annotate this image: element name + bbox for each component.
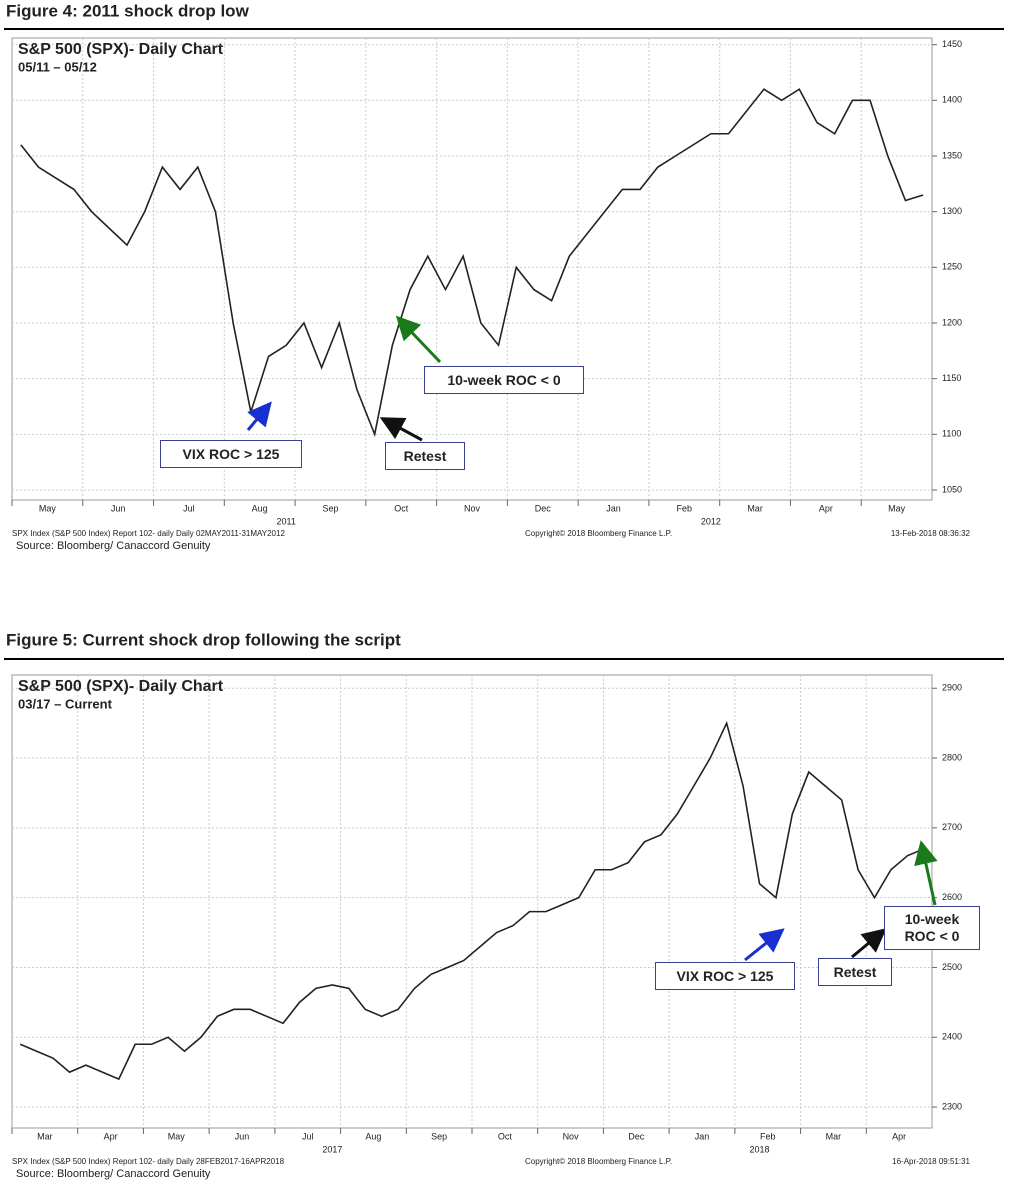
price-line: [19, 720, 925, 1081]
x-tick-label: Jan: [695, 1131, 710, 1141]
x-tick-label: Oct: [498, 1131, 513, 1141]
year-label: 2012: [701, 516, 721, 526]
x-tick-label: Aug: [252, 503, 268, 513]
x-tick-label: Oct: [394, 503, 409, 513]
x-tick-label: Feb: [677, 503, 693, 513]
y-tick-label: 1400: [942, 95, 962, 105]
y-tick-label: 1150: [942, 373, 961, 383]
year-label: 2018: [749, 1144, 769, 1154]
x-tick-label: Mar: [747, 503, 763, 513]
annotation-arrow: [851, 928, 887, 959]
x-tick-label: Sep: [431, 1131, 447, 1141]
x-tick-label: Jun: [111, 503, 126, 513]
y-tick-label: 2700: [942, 822, 962, 832]
annotation: VIX ROC > 125: [160, 440, 302, 468]
y-tick-label: 1300: [942, 206, 962, 216]
y-tick-label: 1350: [942, 150, 962, 160]
annotation: Retest: [385, 442, 465, 470]
x-tick-label: Jul: [183, 503, 195, 513]
annotation-arrow: [914, 840, 938, 906]
footer-right: 13-Feb-2018 08:36:32: [891, 529, 971, 538]
plot-frame: [11, 37, 933, 501]
figure-title: Figure 5: Current shock drop following t…: [6, 630, 401, 649]
x-tick-label: Feb: [760, 1131, 776, 1141]
x-tick-label: Apr: [819, 503, 833, 513]
y-tick-label: 2800: [942, 752, 962, 762]
x-tick-label: May: [168, 1131, 186, 1141]
source: Source: Bloomberg/ Canaccord Genuity: [16, 1168, 211, 1180]
chart-title: S&P 500 (SPX)- Daily Chart: [18, 41, 224, 58]
x-tick-label: Apr: [892, 1131, 906, 1141]
y-tick-label: 1200: [942, 317, 962, 327]
y-tick-label: 1250: [942, 262, 962, 272]
y-tick-label: 2600: [942, 892, 962, 902]
y-tick-label: 2500: [942, 962, 962, 972]
x-tick-label: Mar: [37, 1131, 53, 1141]
annotation-arrow: [379, 417, 423, 442]
x-tick-label: Jan: [606, 503, 621, 513]
x-tick-label: May: [888, 503, 906, 513]
x-tick-label: Aug: [365, 1131, 381, 1141]
year-label: 2011: [277, 516, 296, 526]
chart-subtitle: 05/11 – 05/12: [18, 59, 97, 74]
x-tick-label: May: [39, 503, 57, 513]
footer-center: Copyright© 2018 Bloomberg Finance L.P.: [525, 529, 672, 538]
y-tick-label: 2300: [942, 1101, 962, 1111]
y-tick-label: 1050: [942, 484, 962, 494]
chart-title: S&P 500 (SPX)- Daily Chart: [18, 678, 224, 695]
x-tick-label: Sep: [322, 503, 338, 513]
x-tick-label: Mar: [826, 1131, 842, 1141]
x-tick-label: Dec: [628, 1131, 645, 1141]
annotation: 10-week ROC < 0: [884, 906, 980, 950]
annotation: Retest: [818, 958, 892, 986]
x-tick-label: Apr: [104, 1131, 118, 1141]
figure-title: Figure 4: 2011 shock drop low: [6, 1, 250, 20]
annotation-arrow: [744, 928, 785, 962]
x-tick-label: Nov: [563, 1131, 580, 1141]
price-line: [20, 88, 924, 438]
footer-center: Copyright© 2018 Bloomberg Finance L.P.: [525, 1157, 672, 1166]
footer-right: 16-Apr-2018 09:51:31: [892, 1157, 970, 1166]
annotation-arrow: [395, 315, 442, 364]
y-tick-label: 1100: [942, 429, 961, 439]
x-tick-label: Jun: [235, 1131, 250, 1141]
year-label: 2017: [322, 1144, 342, 1154]
y-tick-label: 1450: [942, 39, 962, 49]
source: Source: Bloomberg/ Canaccord Genuity: [16, 540, 211, 552]
x-tick-label: Jul: [302, 1131, 314, 1141]
annotation-arrow: [246, 401, 272, 431]
annotation: VIX ROC > 125: [655, 962, 795, 990]
chart-subtitle: 03/17 – Current: [18, 696, 113, 711]
x-tick-label: Dec: [535, 503, 552, 513]
y-tick-label: 2400: [942, 1032, 962, 1042]
footer-left: SPX Index (S&P 500 Index) Report 102- da…: [12, 529, 285, 538]
annotation: 10-week ROC < 0: [424, 366, 584, 394]
footer-left: SPX Index (S&P 500 Index) Report 102- da…: [12, 1157, 285, 1166]
x-tick-label: Nov: [464, 503, 481, 513]
y-tick-label: 2900: [942, 683, 962, 693]
